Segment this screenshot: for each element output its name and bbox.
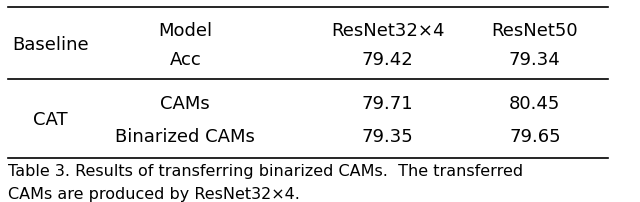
Text: 79.65: 79.65 <box>509 128 561 146</box>
Text: ResNet32×4: ResNet32×4 <box>331 22 444 40</box>
Text: 79.71: 79.71 <box>362 95 413 113</box>
Text: CAMs are produced by ResNet32×4.: CAMs are produced by ResNet32×4. <box>8 187 300 202</box>
Text: Baseline: Baseline <box>12 36 89 54</box>
Text: Table 3. Results of transferring binarized CAMs.  The transferred: Table 3. Results of transferring binariz… <box>8 163 523 179</box>
Text: Binarized CAMs: Binarized CAMs <box>115 128 255 146</box>
Text: 80.45: 80.45 <box>509 95 561 113</box>
Text: CAMs: CAMs <box>161 95 210 113</box>
Text: 79.42: 79.42 <box>362 51 413 69</box>
Text: CAT: CAT <box>33 111 68 129</box>
Text: 79.35: 79.35 <box>362 128 413 146</box>
Text: 79.34: 79.34 <box>509 51 561 69</box>
Text: ResNet50: ResNet50 <box>492 22 578 40</box>
Text: Model: Model <box>158 22 212 40</box>
Text: Acc: Acc <box>170 51 201 69</box>
